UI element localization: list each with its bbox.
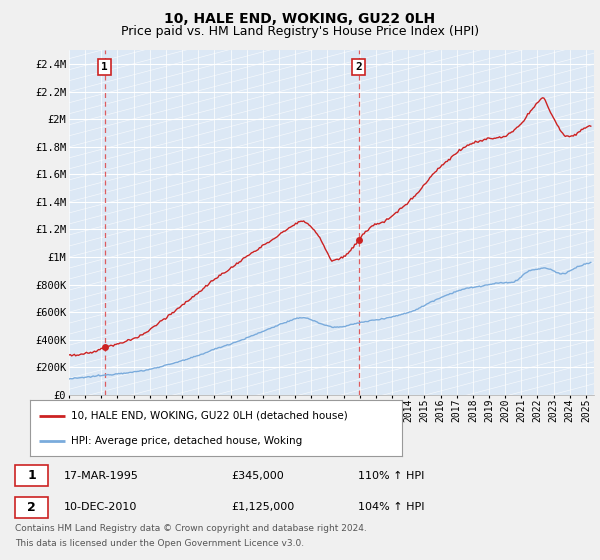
Text: HPI: Average price, detached house, Woking: HPI: Average price, detached house, Woki…: [71, 436, 302, 446]
Text: 110% ↑ HPI: 110% ↑ HPI: [358, 470, 424, 480]
Text: 10-DEC-2010: 10-DEC-2010: [64, 502, 137, 512]
Text: 2: 2: [27, 501, 36, 514]
Text: 104% ↑ HPI: 104% ↑ HPI: [358, 502, 424, 512]
Text: 2: 2: [355, 62, 362, 72]
Text: Contains HM Land Registry data © Crown copyright and database right 2024.: Contains HM Land Registry data © Crown c…: [15, 524, 367, 533]
Text: 1: 1: [27, 469, 36, 482]
FancyBboxPatch shape: [15, 497, 48, 518]
Text: 1: 1: [101, 62, 108, 72]
Text: This data is licensed under the Open Government Licence v3.0.: This data is licensed under the Open Gov…: [15, 539, 304, 548]
Text: 17-MAR-1995: 17-MAR-1995: [64, 470, 139, 480]
Text: £1,125,000: £1,125,000: [231, 502, 294, 512]
Text: £345,000: £345,000: [231, 470, 284, 480]
Text: 10, HALE END, WOKING, GU22 0LH: 10, HALE END, WOKING, GU22 0LH: [164, 12, 436, 26]
Text: 10, HALE END, WOKING, GU22 0LH (detached house): 10, HALE END, WOKING, GU22 0LH (detached…: [71, 410, 347, 421]
FancyBboxPatch shape: [15, 465, 48, 486]
Text: Price paid vs. HM Land Registry's House Price Index (HPI): Price paid vs. HM Land Registry's House …: [121, 25, 479, 38]
